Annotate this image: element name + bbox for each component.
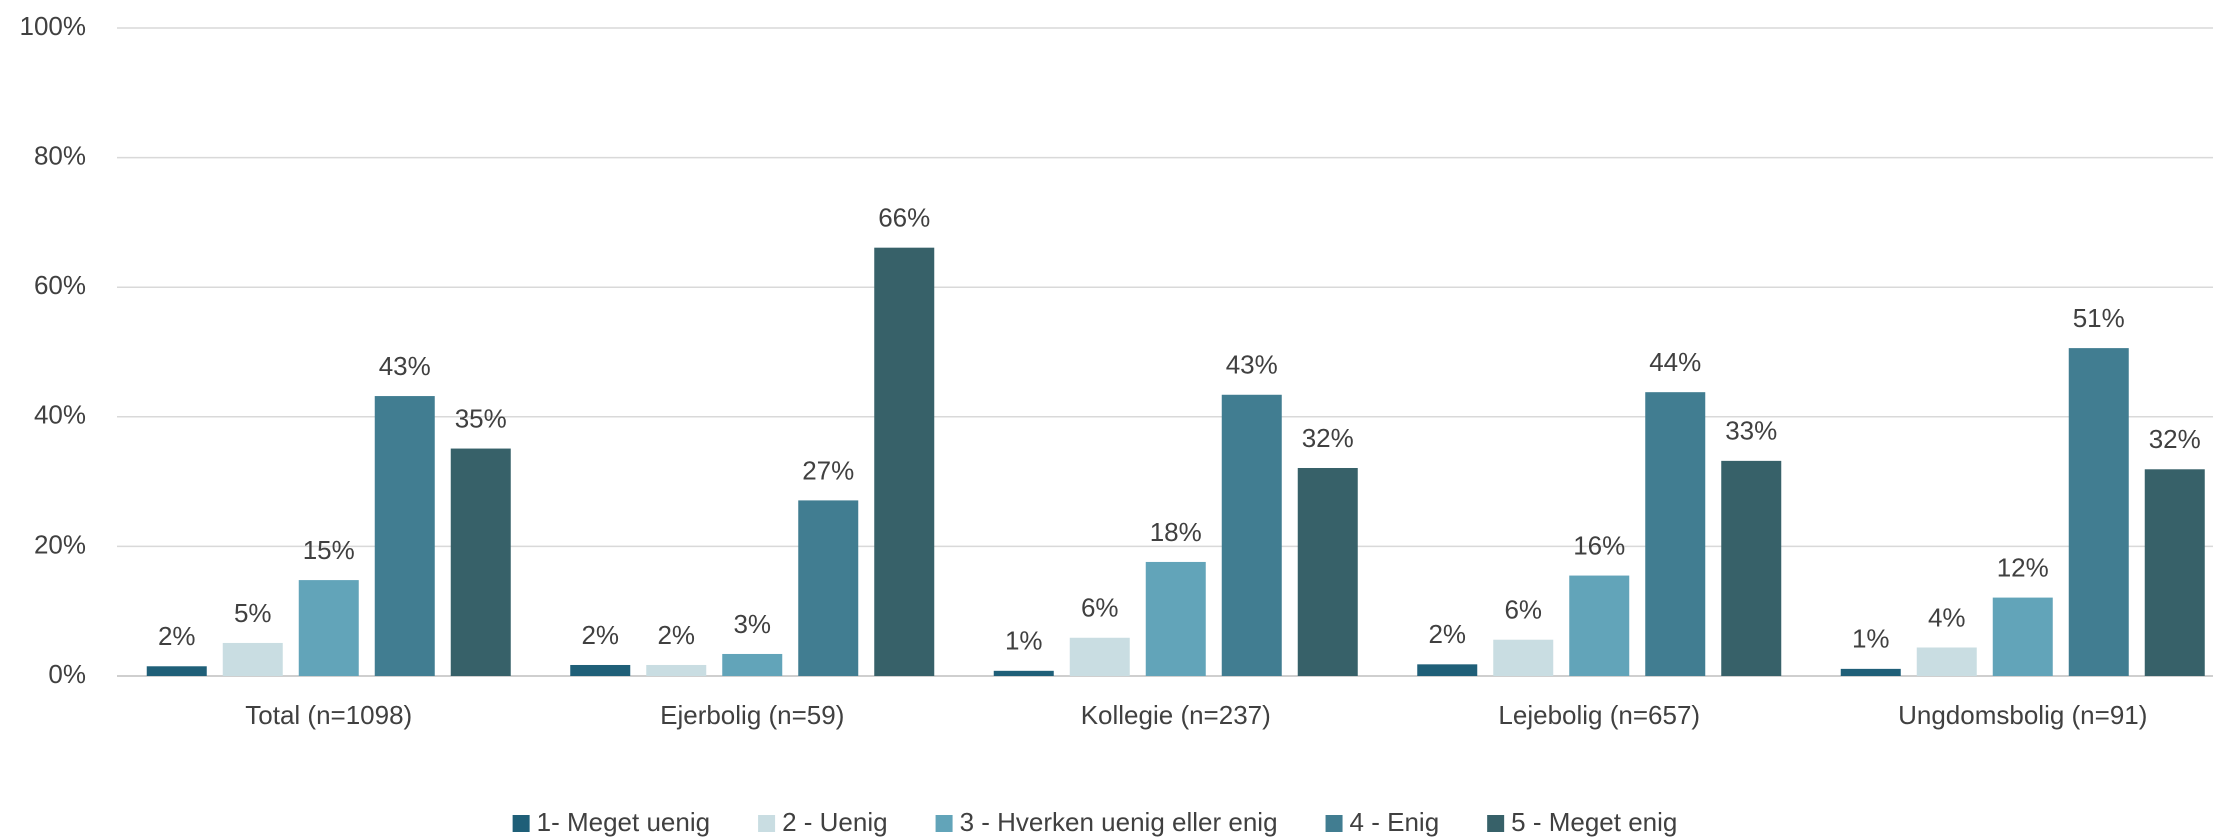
bar	[1145, 561, 1206, 676]
legend: 1- Meget uenig 2 - Uenig 3 - Hverken uenig…	[512, 807, 1677, 837]
bar	[1992, 597, 2053, 676]
y-tick-label: 40%	[34, 400, 86, 430]
data-label: 44%	[1649, 347, 1701, 377]
y-tick-label: 60%	[34, 270, 86, 300]
data-label: 6%	[1081, 593, 1119, 623]
data-label: 27%	[802, 455, 854, 485]
data-label: 15%	[303, 535, 355, 565]
data-label: 5%	[234, 598, 272, 628]
data-label: 12%	[1997, 552, 2049, 582]
legend-swatch	[758, 815, 776, 832]
y-tick-label: 0%	[48, 659, 86, 689]
data-label: 51%	[2073, 303, 2125, 333]
x-tick-label: Lejebolig (n=657)	[1498, 700, 1700, 730]
bar	[146, 666, 207, 676]
bar	[450, 448, 511, 676]
legend-swatch	[1325, 815, 1343, 832]
bar	[1916, 647, 1977, 676]
bar	[798, 500, 859, 676]
legend-label: 1- Meget uenig	[537, 807, 710, 837]
bar	[1645, 392, 1706, 676]
bar	[222, 642, 283, 676]
bar	[570, 664, 631, 676]
bar	[874, 247, 935, 676]
bar	[1493, 639, 1554, 676]
data-label: 35%	[455, 403, 507, 433]
bar	[2068, 348, 2129, 676]
bar	[298, 580, 359, 676]
x-tick-label: Ungdomsbolig (n=91)	[1898, 700, 2147, 730]
data-label: 66%	[878, 203, 930, 233]
data-label: 2%	[581, 620, 619, 650]
x-tick-label: Kollegie (n=237)	[1081, 700, 1271, 730]
legend-label: 2 - Uenig	[782, 807, 888, 837]
x-tick-label: Ejerbolig (n=59)	[660, 700, 844, 730]
y-tick-label: 100%	[20, 11, 87, 41]
bar	[1221, 394, 1282, 676]
bar	[1569, 575, 1630, 676]
legend-label: 5 - Meget enig	[1511, 807, 1677, 837]
data-label: 1%	[1852, 624, 1890, 654]
bar	[1721, 460, 1782, 676]
legend-swatch	[512, 815, 530, 832]
data-label: 18%	[1150, 517, 1202, 547]
bar	[993, 670, 1054, 676]
bar	[646, 664, 707, 676]
data-label: 32%	[1302, 423, 1354, 453]
bar	[1417, 664, 1478, 676]
data-label: 4%	[1928, 602, 1966, 632]
data-label: 2%	[158, 621, 196, 651]
legend-label: 4 - Enig	[1350, 807, 1440, 837]
legend-label: 3 - Hverken uenig eller enig	[960, 807, 1278, 837]
data-label: 43%	[1226, 350, 1278, 380]
bar	[1297, 467, 1358, 676]
data-label: 32%	[2149, 424, 2201, 454]
bar	[2144, 469, 2205, 676]
bar	[1069, 637, 1130, 676]
legend-swatch	[1487, 815, 1505, 832]
data-label: 43%	[379, 351, 431, 381]
data-label: 1%	[1005, 626, 1043, 656]
legend-swatch	[935, 815, 953, 832]
data-label: 33%	[1725, 416, 1777, 446]
bar	[722, 653, 783, 676]
x-tick-label: Total (n=1098)	[245, 700, 412, 730]
data-label: 16%	[1573, 530, 1625, 560]
bar	[1840, 668, 1901, 676]
bar	[374, 396, 435, 676]
data-label: 6%	[1504, 595, 1542, 625]
y-tick-label: 20%	[34, 529, 86, 559]
data-label: 2%	[1428, 619, 1466, 649]
y-tick-label: 80%	[34, 140, 86, 170]
data-label: 3%	[733, 609, 771, 639]
data-label: 2%	[657, 620, 695, 650]
